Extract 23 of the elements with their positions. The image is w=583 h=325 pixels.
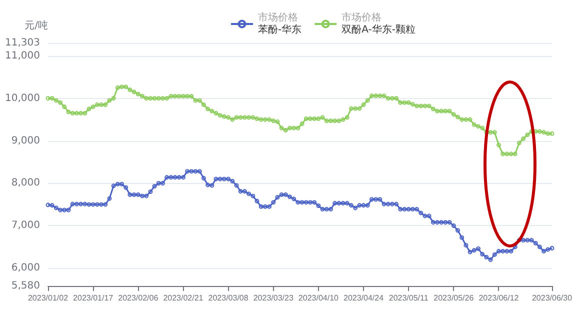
x-tick-label: 2023/05/26: [434, 294, 474, 302]
legend-label: 市场价格苯酚-华东: [258, 12, 302, 36]
y-tick-label: 11,303: [5, 38, 40, 48]
y-tick-label: 8,000: [11, 178, 40, 189]
y-tick-label: 11,000: [5, 50, 40, 62]
legend-label: 市场价格双酚A-华东-颗粒: [342, 12, 416, 36]
y-tick-label: 5,580: [11, 280, 40, 292]
x-tick-label: 2023/03/23: [253, 294, 294, 302]
x-tick-label: 2023/02/21: [163, 294, 204, 302]
y-tick-label: 10,000: [5, 92, 40, 104]
y-tick-label: 6,000: [11, 262, 40, 274]
x-tick-label: 2023/06/30: [532, 294, 573, 302]
x-tick-label: 2023/04/10: [298, 294, 340, 302]
y-tick-label: 7,000: [11, 220, 40, 232]
y-axis-title: 元/吨: [24, 20, 48, 32]
x-tick-label: 2023/01/17: [73, 294, 114, 302]
x-tick-label: 2023/03/08: [208, 294, 249, 302]
x-tick-label: 2023/02/06: [118, 294, 159, 302]
x-tick-label: 2023/06/12: [478, 294, 520, 302]
x-tick-label: 2023/04/24: [343, 294, 384, 302]
x-tick-label: 2023/01/02: [28, 294, 69, 302]
y-tick-label: 9,000: [11, 135, 40, 146]
x-tick-label: 2023/05/11: [388, 294, 429, 302]
